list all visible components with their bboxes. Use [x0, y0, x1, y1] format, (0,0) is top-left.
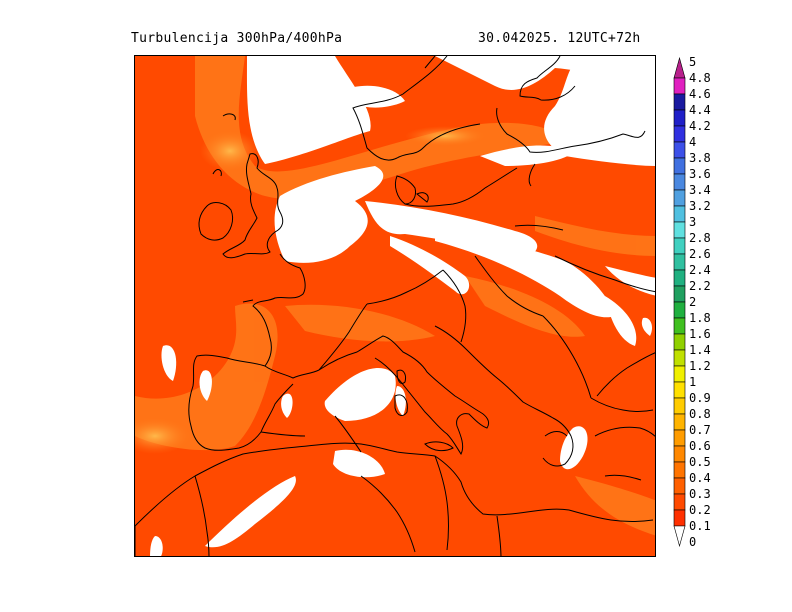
legend-level-label: 0.6 — [689, 439, 711, 453]
legend-level-label: 4.8 — [689, 71, 711, 85]
legend-level-label: 0.1 — [689, 519, 711, 533]
legend-color-box — [673, 525, 686, 548]
legend-level-label: 1.6 — [689, 327, 711, 341]
legend-color-box — [673, 333, 686, 351]
legend-color-box — [673, 141, 686, 159]
legend-level-label: 0.5 — [689, 455, 711, 469]
legend-color-box — [673, 461, 686, 479]
legend-level-label: 0 — [689, 535, 696, 549]
legend-color-box — [673, 301, 686, 319]
legend-level-label: 2.4 — [689, 263, 711, 277]
legend-color-box — [673, 93, 686, 111]
legend-level-label: 0.4 — [689, 471, 711, 485]
legend-color-box — [673, 429, 686, 447]
legend-color-box — [673, 445, 686, 463]
legend-level-label: 2.8 — [689, 231, 711, 245]
legend-color-box — [673, 253, 686, 271]
legend-color-box — [673, 365, 686, 383]
legend-level-label: 3.6 — [689, 167, 711, 181]
legend-level-label: 4.4 — [689, 103, 711, 117]
legend-color-box — [673, 509, 686, 527]
legend-level-label: 3 — [689, 215, 696, 229]
legend-color-box — [673, 477, 686, 495]
forecast-datetime: 30.042025. 12UTC+72h — [478, 31, 641, 46]
legend-level-label: 5 — [689, 55, 696, 69]
turbulence-map — [134, 55, 656, 557]
legend-color-box — [673, 493, 686, 511]
legend-color-box — [673, 285, 686, 303]
legend-color-box — [673, 221, 686, 239]
legend-color-box — [673, 381, 686, 399]
legend-color-box — [673, 413, 686, 431]
legend-level-label: 3.8 — [689, 151, 711, 165]
legend-color-box — [673, 157, 686, 175]
legend-level-label: 1.8 — [689, 311, 711, 325]
color-scale-legend: 5 4.8 4.6 4.4 4.2 4 3.8 3.6 3.4 3.2 3 2.8 2.6 2.4 2.2 2… — [670, 55, 790, 549]
legend-color-box — [673, 77, 686, 95]
legend-level-label: 4 — [689, 135, 696, 149]
legend-level-label: 0.3 — [689, 487, 711, 501]
legend-level-label: 0.8 — [689, 407, 711, 421]
legend-level-label: 0.2 — [689, 503, 711, 517]
legend-level-label: 1.4 — [689, 343, 711, 357]
legend-color-box — [673, 205, 686, 223]
legend-color-box — [673, 56, 686, 79]
legend-level-label: 3.4 — [689, 183, 711, 197]
coastlines-and-borders — [135, 56, 655, 556]
legend-level-label: 2 — [689, 295, 696, 309]
legend-level-label: 2.2 — [689, 279, 711, 293]
no-turbulence-areas — [150, 56, 655, 556]
legend-level-label: 4.2 — [689, 119, 711, 133]
legend-level-label: 3.2 — [689, 199, 711, 213]
legend-level-label: 0.7 — [689, 423, 711, 437]
map-title: Turbulencija 300hPa/400hPa — [131, 31, 343, 46]
legend-level-label: 0.9 — [689, 391, 711, 405]
legend-level-label: 2.6 — [689, 247, 711, 261]
legend-color-box — [673, 125, 686, 143]
legend-color-box — [673, 237, 686, 255]
legend-level-label: 1 — [689, 375, 696, 389]
legend-color-box — [673, 397, 686, 415]
legend-color-box — [673, 189, 686, 207]
strong-turbulence-highlights — [135, 126, 485, 454]
legend-color-box — [673, 269, 686, 287]
legend-color-box — [673, 109, 686, 127]
legend-color-box — [673, 173, 686, 191]
legend-color-box — [673, 349, 686, 367]
legend-level-label: 4.6 — [689, 87, 711, 101]
legend-level-label: 1.2 — [689, 359, 711, 373]
legend-color-box — [673, 317, 686, 335]
